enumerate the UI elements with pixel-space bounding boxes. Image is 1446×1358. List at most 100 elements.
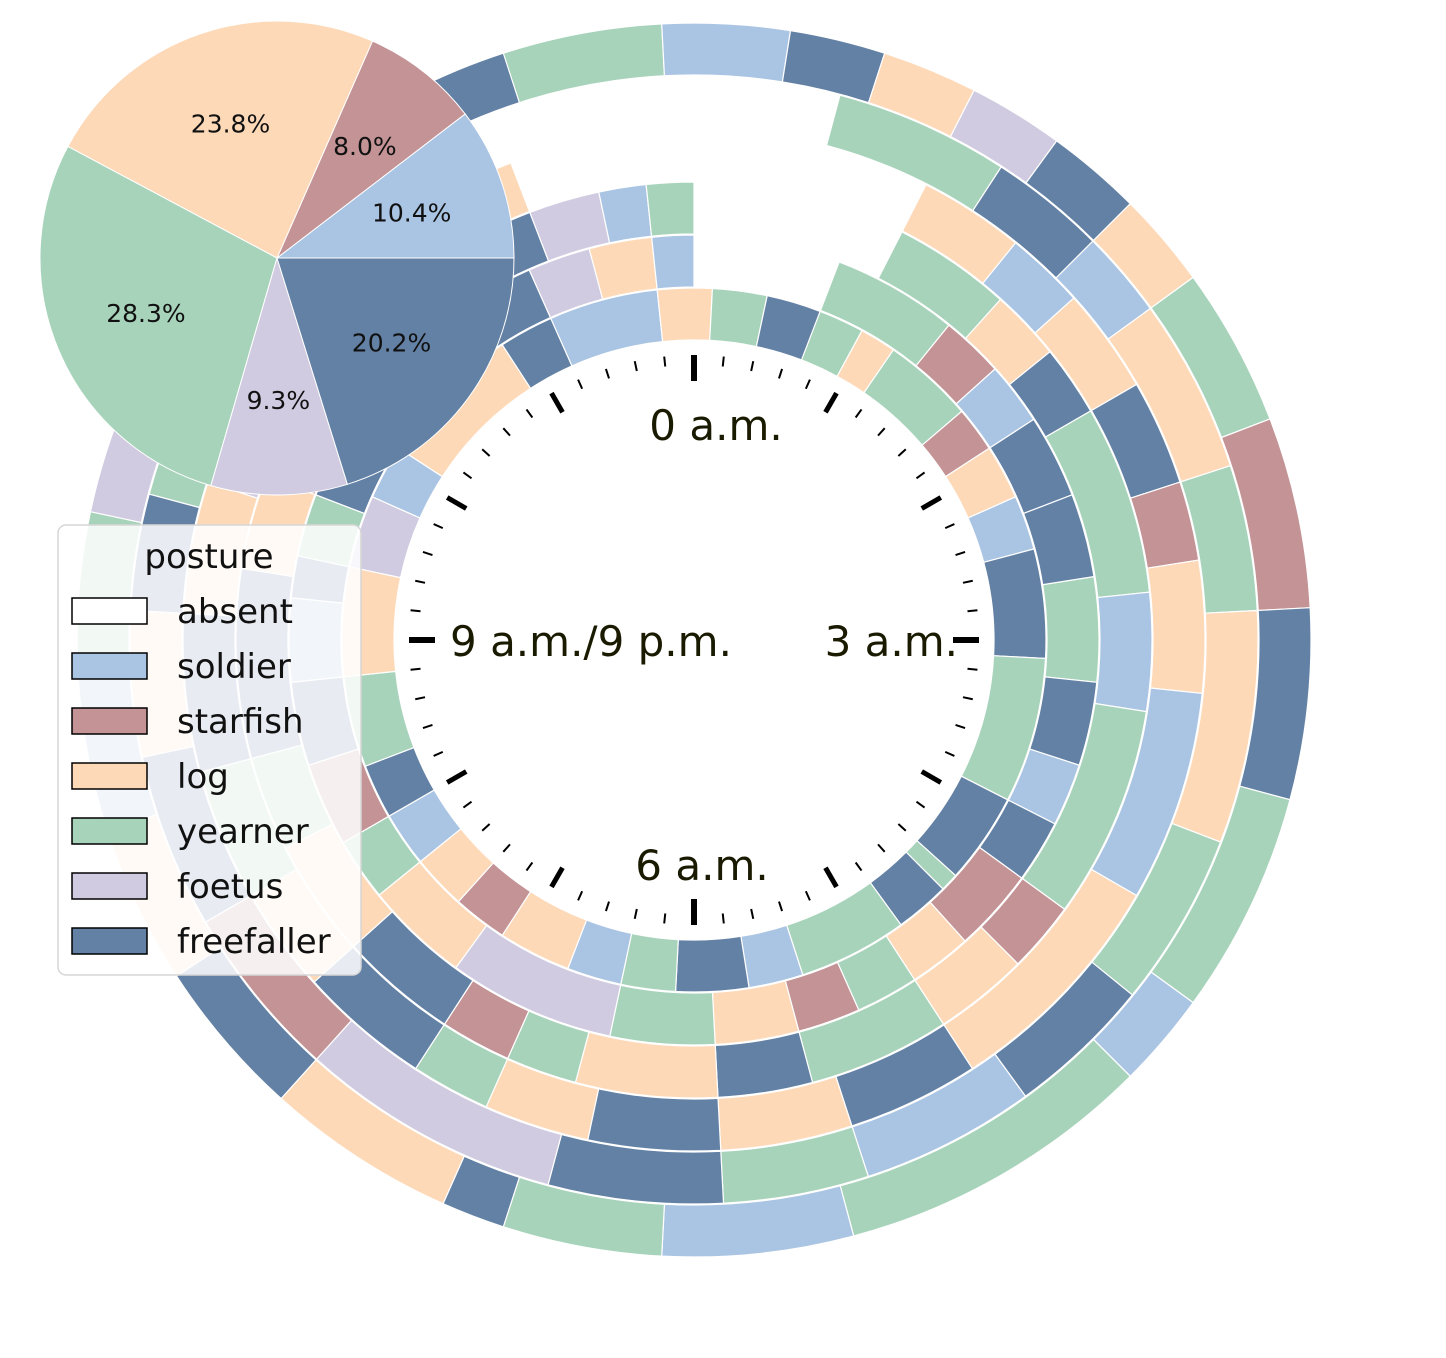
clock-tick [967, 609, 978, 613]
clock-tick [967, 667, 978, 671]
legend-label-soldier: soldier [177, 647, 291, 687]
clock-tick [877, 843, 886, 853]
legend-label-log: log [177, 757, 229, 797]
segment-log [1146, 559, 1206, 695]
clock-tick [750, 908, 755, 919]
posture-pie: 10.4% 8.0% 23.8% 28.3% 9.3% 20.2% [39, 20, 515, 496]
clock-tick [415, 696, 426, 701]
clock-labels: 0 a.m. 3 a.m. 6 a.m. 9 a.m./9 p.m. [450, 401, 958, 890]
clock-tick [955, 724, 966, 730]
legend-label-starfish: starfish [177, 702, 304, 742]
clock-tick [915, 800, 926, 809]
clock-tick [823, 866, 839, 889]
pie-slice-soldier [275, 113, 515, 259]
clock-tick [778, 901, 784, 912]
segment-freefaller [983, 548, 1047, 660]
clock-tick [663, 356, 667, 367]
clock-ticks [409, 355, 979, 925]
clock-tick [549, 391, 565, 414]
clock-tick [525, 861, 534, 872]
pie-label-freefaller: 20.2% [352, 328, 431, 357]
clock-tick [549, 866, 565, 889]
legend-frame [57, 524, 362, 976]
clock-tick [750, 361, 755, 372]
clock-tick [633, 908, 638, 919]
clock-tick [422, 550, 433, 556]
clock-tick [502, 427, 511, 437]
segment-soldier [651, 234, 695, 290]
pie-label-foetus: 9.3% [247, 386, 311, 415]
clock-label-left: 9 a.m./9 p.m. [450, 617, 732, 666]
clock-tick [445, 769, 468, 785]
clock-label-bottom: 6 a.m. [635, 841, 768, 890]
segment-freefaller [755, 294, 821, 361]
legend-label-yearner: yearner [177, 812, 309, 852]
segment-freefaller [781, 29, 886, 104]
clock-tick [663, 913, 667, 924]
clock-tick [897, 823, 907, 832]
clock-tick [897, 448, 907, 457]
clock-tick [410, 609, 421, 613]
clock-label-top: 0 a.m. [649, 401, 782, 450]
clock-tick [410, 667, 421, 671]
clock-tick [604, 901, 610, 912]
clock-tick [854, 408, 863, 419]
legend-label-foetus: foetus [177, 867, 283, 907]
legend-swatch-freefaller [71, 927, 148, 955]
clock-tick [955, 550, 966, 556]
clock-tick [962, 579, 973, 584]
clock-tick [920, 769, 943, 785]
legend-title: posture [144, 537, 273, 577]
segment-log [656, 287, 714, 343]
pie-label-log: 23.8% [191, 110, 270, 139]
pie-slice-yearner [39, 145, 278, 487]
clock-tick [433, 523, 444, 530]
clock-tick [944, 523, 955, 530]
clock-tick [577, 379, 584, 390]
legend-label-absent: absent [177, 592, 293, 632]
clock-tick [962, 696, 973, 701]
clock-tick [604, 368, 610, 379]
legend-swatch-log [71, 762, 148, 790]
clock-tick [804, 379, 811, 390]
clock-tick [462, 800, 473, 809]
segment-soldier [661, 22, 792, 83]
clock-tick [877, 427, 886, 437]
pie-label-starfish: 8.0% [333, 132, 397, 161]
legend-swatch-starfish [71, 707, 148, 735]
clock-tick [445, 495, 468, 511]
legend: posture absent soldier starfish log yearner f… [57, 524, 362, 976]
clock-tick [823, 391, 839, 414]
clock-tick [481, 448, 491, 457]
pie-slice-starfish [276, 40, 466, 259]
clock-tick [422, 724, 433, 730]
clock-tick [915, 471, 926, 480]
clock-tick [462, 471, 473, 480]
clock-tick [721, 913, 725, 924]
clock-tick [944, 750, 955, 757]
clock-tick [804, 890, 811, 901]
ring-night-1 [341, 287, 1047, 993]
pie-slice-foetus [210, 256, 349, 496]
clock-tick [920, 495, 943, 511]
segment-yearner [609, 984, 716, 1046]
clock-tick [577, 890, 584, 901]
legend-swatch-soldier [71, 652, 148, 680]
clock-tick [415, 579, 426, 584]
segment-freefaller [674, 935, 750, 993]
legend-label-freefaller: freefaller [177, 922, 331, 962]
pie-slice-freefaller [276, 257, 515, 485]
pie-label-yearner: 28.3% [106, 299, 185, 328]
clock-label-right: 3 a.m. [825, 617, 958, 666]
clock-tick [854, 861, 863, 872]
clock-tick [433, 750, 444, 757]
clock-tick [633, 361, 638, 372]
segment-yearner [645, 181, 695, 237]
segment-soldier [1094, 591, 1153, 713]
pie-slice-log [67, 20, 374, 259]
clock-tick [502, 843, 511, 853]
clock-tick [721, 356, 725, 367]
pie-label-soldier: 10.4% [372, 198, 451, 227]
clock-tick [525, 408, 534, 419]
legend-swatch-foetus [71, 872, 148, 900]
